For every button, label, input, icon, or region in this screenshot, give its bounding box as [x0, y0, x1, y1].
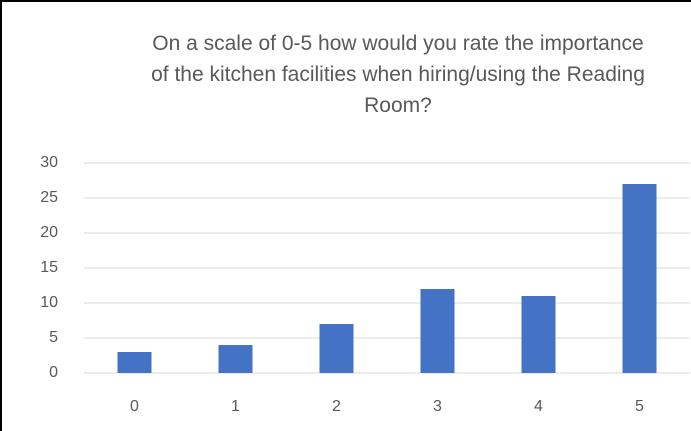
- y-tick-label: 15: [40, 259, 58, 276]
- chart-title: On a scale of 0-5 how would you rate the…: [151, 32, 645, 117]
- y-tick-label: 20: [40, 224, 58, 241]
- bar: [622, 184, 657, 373]
- bar: [420, 289, 455, 373]
- bar: [521, 296, 556, 373]
- y-tick-label: 10: [40, 294, 58, 311]
- y-tick-label: 30: [40, 154, 58, 171]
- bar: [319, 324, 354, 373]
- y-tick-label: 25: [40, 189, 58, 206]
- y-tick-label: 0: [49, 364, 58, 381]
- x-tick-label: 5: [635, 398, 644, 415]
- x-tick-label: 4: [534, 398, 543, 415]
- x-tick-label: 2: [332, 398, 341, 415]
- bar: [218, 345, 253, 373]
- x-tick-label: 1: [231, 398, 240, 415]
- bar: [117, 352, 152, 373]
- x-tick-label: 0: [130, 398, 139, 415]
- x-tick-label: 3: [433, 398, 442, 415]
- y-tick-label: 5: [49, 329, 58, 346]
